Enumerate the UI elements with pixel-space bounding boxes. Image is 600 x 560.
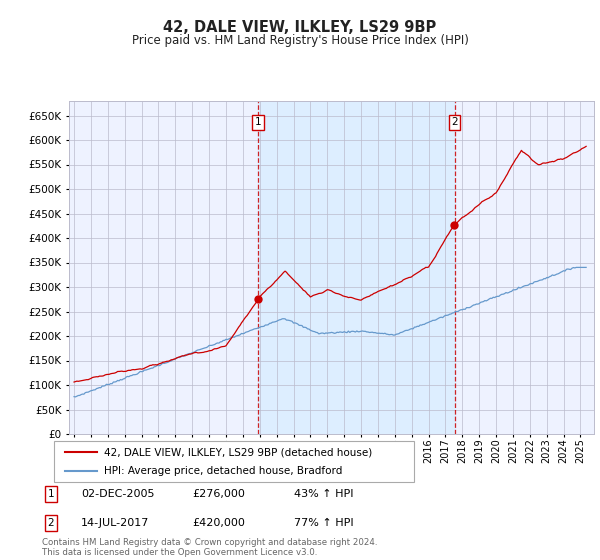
Text: £276,000: £276,000 <box>192 489 245 499</box>
Text: £420,000: £420,000 <box>192 518 245 528</box>
Text: 1: 1 <box>255 118 262 128</box>
Text: 14-JUL-2017: 14-JUL-2017 <box>81 518 149 528</box>
Text: Contains HM Land Registry data © Crown copyright and database right 2024.
This d: Contains HM Land Registry data © Crown c… <box>42 538 377 557</box>
Text: 43% ↑ HPI: 43% ↑ HPI <box>294 489 353 499</box>
Text: 1: 1 <box>47 489 55 499</box>
Text: Price paid vs. HM Land Registry's House Price Index (HPI): Price paid vs. HM Land Registry's House … <box>131 34 469 46</box>
Text: 2: 2 <box>47 518 55 528</box>
Text: 42, DALE VIEW, ILKLEY, LS29 9BP: 42, DALE VIEW, ILKLEY, LS29 9BP <box>163 20 437 35</box>
Text: 2: 2 <box>451 118 458 128</box>
Text: 77% ↑ HPI: 77% ↑ HPI <box>294 518 353 528</box>
Text: HPI: Average price, detached house, Bradford: HPI: Average price, detached house, Brad… <box>104 466 343 475</box>
Text: 02-DEC-2005: 02-DEC-2005 <box>81 489 155 499</box>
Bar <box>259 101 455 434</box>
FancyBboxPatch shape <box>54 441 414 482</box>
Text: 42, DALE VIEW, ILKLEY, LS29 9BP (detached house): 42, DALE VIEW, ILKLEY, LS29 9BP (detache… <box>104 447 373 457</box>
